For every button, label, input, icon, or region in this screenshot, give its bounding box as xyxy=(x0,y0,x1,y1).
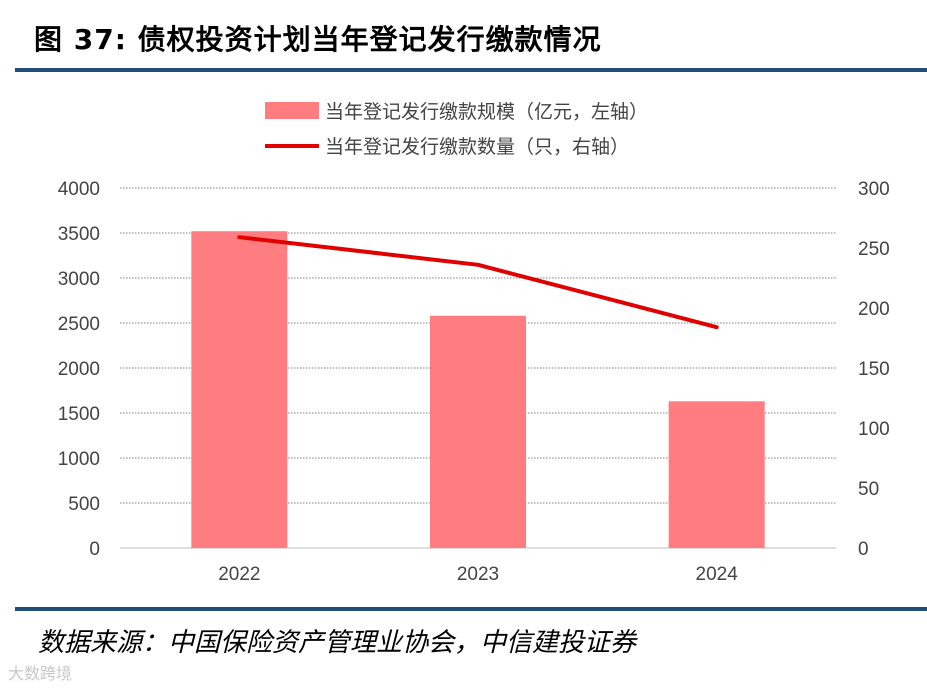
top-divider xyxy=(15,68,927,72)
right-tick-label: 150 xyxy=(858,359,890,380)
legend-label-bar: 当年登记发行缴款规模（亿元，左轴） xyxy=(325,101,648,123)
left-tick-label: 500 xyxy=(68,494,100,515)
bar-2023 xyxy=(430,315,526,548)
right-tick-label: 250 xyxy=(858,239,890,260)
left-tick-label: 1500 xyxy=(58,404,100,425)
left-axis: 0 500 1000 1500 2000 2500 3000 3500 4000 xyxy=(58,179,100,560)
bar-2022 xyxy=(191,231,288,548)
right-tick-label: 50 xyxy=(858,479,879,500)
legend: 当年登记发行缴款规模（亿元，左轴） 当年登记发行缴款数量（只，右轴） xyxy=(265,101,648,158)
left-tick-label: 3500 xyxy=(58,224,100,245)
bar-series xyxy=(191,231,765,548)
right-tick-label: 200 xyxy=(858,299,890,320)
left-tick-label: 3000 xyxy=(58,269,100,290)
bar-2024 xyxy=(668,401,765,548)
right-tick-label: 0 xyxy=(858,539,869,560)
left-tick-label: 0 xyxy=(89,539,100,560)
figure-title: 债权投资计划当年登记发行缴款情况 xyxy=(137,23,602,56)
left-tick-label: 2000 xyxy=(58,359,100,380)
x-tick-label: 2024 xyxy=(696,564,739,585)
source-note: 数据来源：中国保险资产管理业协会，中信建投证券 xyxy=(38,628,637,658)
x-axis: 2022 2023 2024 xyxy=(218,564,738,585)
chart-title: 图 37: 债权投资计划当年登记发行缴款情况 xyxy=(34,18,602,58)
figure-label: 图 37: xyxy=(34,23,127,56)
x-tick-label: 2023 xyxy=(457,564,499,585)
legend-label-line: 当年登记发行缴款数量（只，右轴） xyxy=(325,136,629,158)
right-tick-label: 300 xyxy=(858,179,890,200)
watermark: 大数跨境 xyxy=(8,664,73,683)
right-tick-label: 100 xyxy=(858,419,890,440)
line-series xyxy=(237,235,719,330)
left-tick-label: 1000 xyxy=(58,449,100,470)
bottom-divider xyxy=(15,607,927,611)
x-tick-label: 2022 xyxy=(218,564,260,585)
left-tick-label: 2500 xyxy=(58,314,100,335)
left-tick-label: 4000 xyxy=(58,179,100,200)
right-axis: 0 50 100 150 200 250 300 xyxy=(858,179,890,560)
legend-swatch-bar xyxy=(265,102,319,119)
bar-line-chart: 当年登记发行缴款规模（亿元，左轴）当年登记发行缴款数量（只，右轴） 050010… xyxy=(58,101,890,585)
line-path xyxy=(237,235,719,330)
